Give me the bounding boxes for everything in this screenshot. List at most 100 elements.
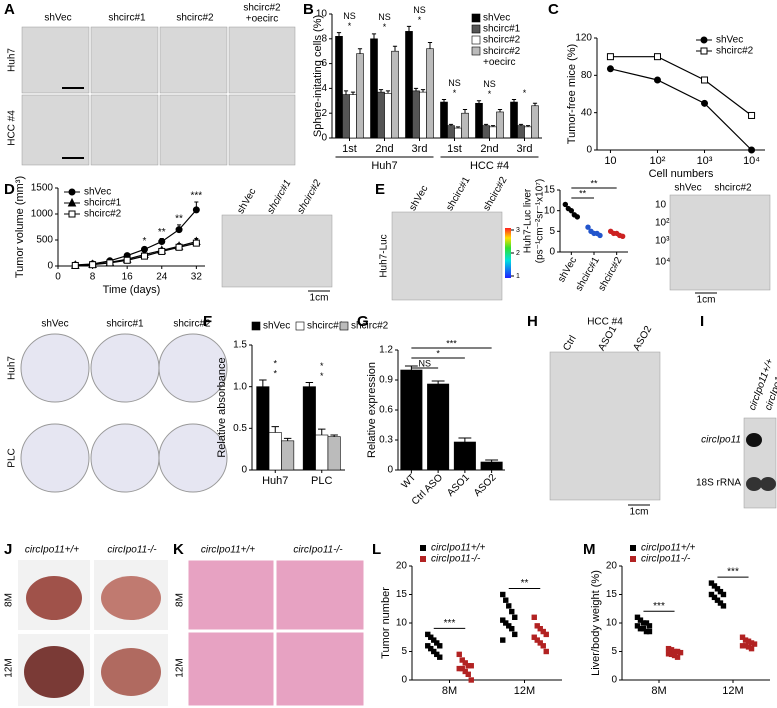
bar [426, 48, 434, 139]
legend-label: shVec [716, 35, 743, 46]
panel-letter: A [4, 1, 15, 18]
bar [268, 432, 282, 471]
y-tick-label: 6 [321, 58, 327, 69]
bar [335, 36, 343, 139]
error-bar [448, 123, 454, 126]
significance: NS [448, 78, 461, 88]
y-tick-label: 0 [549, 247, 555, 258]
y-axis-label: Tumor-free mice (%) [566, 44, 578, 144]
legend-swatch [471, 46, 481, 56]
col-label: shcirc#2 [176, 13, 214, 24]
marker [717, 588, 724, 595]
col-label: ASO2 [631, 324, 654, 353]
row-label: Huh7-Luc [379, 234, 390, 277]
marker [653, 53, 661, 61]
scale-label: 1cm [310, 293, 329, 304]
legend-label: shcirc#2 [716, 46, 754, 57]
error-bar [371, 33, 377, 39]
blot [743, 417, 777, 509]
ivis-image [391, 211, 503, 301]
error-bar [427, 42, 433, 49]
x-tick-label: 8M [442, 685, 457, 697]
x-tick-label: 12M [722, 685, 743, 697]
marker [500, 591, 506, 598]
marker [714, 597, 721, 603]
histology [187, 559, 365, 707]
legend-swatch [295, 321, 305, 331]
col-label: shcirc#2 [243, 3, 281, 14]
x-tick-label: ASO1 [445, 472, 472, 499]
marker [509, 626, 515, 632]
error-bar [350, 91, 356, 95]
significance: NS [413, 5, 426, 15]
y-tick-label: 5 [549, 226, 555, 237]
row-label: 10³ [655, 236, 670, 247]
series-line [610, 68, 752, 151]
error-bar [392, 45, 398, 52]
error-bar [330, 434, 338, 437]
bar [327, 436, 341, 471]
marker [534, 623, 540, 629]
marker [700, 47, 708, 55]
row-label: 12M [175, 658, 186, 677]
y-axis-label: Tumor volume (mm³) [14, 176, 26, 278]
marker [437, 654, 443, 660]
marker [67, 197, 77, 207]
col-label: +oecirc [246, 14, 279, 25]
marker [531, 634, 537, 640]
marker [462, 668, 468, 675]
significance: * [523, 88, 527, 98]
legend-label: shcirc#2 [351, 321, 389, 332]
significance: NS [483, 79, 496, 89]
legend-label: circIpo11-/- [641, 554, 691, 565]
marker [708, 591, 715, 598]
legend-label: shcirc#2 [84, 209, 122, 220]
x-tick-label: 16 [122, 272, 134, 283]
error-bar [378, 89, 384, 93]
marker [543, 631, 549, 638]
panel-letter: J [4, 541, 12, 558]
title: HCC #4 [587, 317, 623, 328]
group-label: HCC #4 [470, 160, 509, 172]
error-bar [305, 382, 314, 387]
marker [700, 36, 708, 44]
marker [434, 640, 440, 646]
marker [646, 628, 653, 635]
significance: ** [521, 578, 529, 589]
series-line [610, 56, 752, 116]
y-tick-label: 0 [586, 145, 592, 156]
error-bar [259, 379, 267, 387]
x-tick-label: 0 [55, 272, 61, 283]
col-label: shcirc#1 [106, 319, 144, 330]
y-axis-label: Relative expression [366, 362, 378, 458]
tumor-photo [221, 214, 333, 288]
marker [748, 645, 755, 652]
col-label: shcirc#1 [108, 13, 146, 24]
y-axis-label: (ps⁻¹cm⁻²sr⁻¹x10⁷) [535, 179, 546, 263]
bar [419, 91, 427, 139]
x-tick-label: 24 [156, 272, 168, 283]
error-bar [420, 89, 426, 93]
marker [585, 224, 591, 230]
error-bar [271, 426, 279, 433]
error-bar [413, 87, 419, 91]
y-tick-label: 0 [47, 261, 53, 272]
marker [158, 247, 166, 255]
error-bar [406, 25, 412, 32]
y-tick-label: 120 [575, 33, 592, 44]
legend-swatch [471, 35, 481, 45]
marker [748, 146, 756, 154]
y-tick-label: 0 [241, 465, 247, 476]
error-bar [532, 102, 538, 106]
col-label: shVec [674, 183, 701, 194]
bar [281, 440, 295, 471]
panel-letter: E [375, 181, 385, 198]
colony-plates [20, 333, 228, 493]
x-tick-label: 10³ [697, 155, 713, 167]
error-bar [490, 125, 496, 127]
bar [377, 91, 385, 139]
row-label: circIpo11 [701, 435, 741, 446]
marker [543, 648, 549, 655]
col-label: Ctrl [561, 334, 578, 353]
